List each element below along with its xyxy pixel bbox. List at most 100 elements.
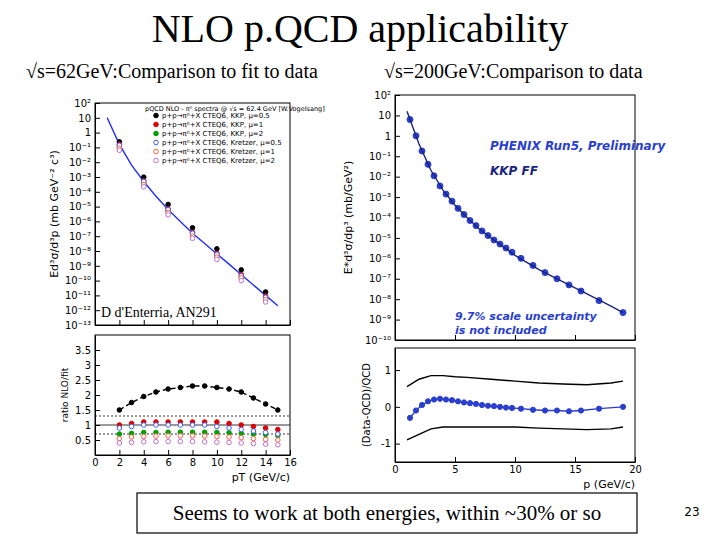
tick-label: 10 [378, 110, 391, 121]
data-point [620, 310, 626, 316]
data-point [141, 434, 146, 439]
tick-mark [119, 320, 120, 325]
tick-label: 10 [211, 457, 224, 468]
tick: 10⁻⁴ [369, 212, 400, 223]
tick-label: 10⁻¹⁰ [65, 275, 91, 286]
data-point [485, 403, 490, 408]
data-point [166, 423, 171, 428]
tick-mark [144, 320, 145, 325]
x-axis-title: pT (GeV/c) [232, 471, 290, 484]
tick: 10⁻¹¹ [65, 290, 100, 301]
tick: 10⁻⁶ [369, 253, 400, 264]
tick: 10 [78, 113, 100, 124]
tick: 15 [569, 457, 582, 475]
tick [635, 335, 636, 340]
tick-mark [395, 320, 400, 321]
tick-mark [95, 207, 100, 208]
tick-mark [95, 395, 100, 396]
tick-label: 10⁻⁵ [69, 201, 91, 212]
data-point [154, 423, 159, 428]
tick: 8 [190, 450, 196, 468]
tick [193, 320, 194, 325]
tick-label: 10⁻¹⁰ [365, 335, 391, 346]
data-point [227, 387, 232, 392]
data-point [141, 184, 146, 189]
axis: 10⁻¹⁰10⁻⁹10⁻⁸10⁻⁷10⁻⁶10⁻⁵10⁻⁴10⁻³10⁻²10⁻… [365, 90, 400, 346]
tick: 3.5 [75, 345, 100, 356]
plot-frame [95, 335, 290, 455]
tick-label: 5 [452, 464, 458, 475]
data-point [566, 409, 571, 414]
data-point [141, 423, 146, 428]
data-point [154, 390, 159, 395]
tick-label: 10⁻⁹ [369, 314, 391, 325]
tick-label: 0 [92, 457, 98, 468]
data-point [239, 427, 244, 432]
slide-title: NLO p.QCD applicability [152, 6, 569, 51]
plot-frame [95, 103, 290, 325]
tick-mark [395, 156, 400, 157]
data-point [166, 439, 171, 444]
tick-label: 10⁻⁷ [69, 231, 91, 242]
tick-mark [95, 266, 100, 267]
y-axis-title: Ed³σ/d³p (mb GeV⁻² c³) [48, 150, 61, 278]
tick-label: 10⁻¹³ [65, 320, 91, 331]
data-point [251, 429, 256, 434]
data-point [227, 435, 232, 440]
tick: 1.5 [75, 405, 100, 416]
data-point [227, 426, 232, 431]
tick-label: 2.5 [75, 375, 91, 386]
tick-mark [266, 450, 267, 455]
data-point [166, 434, 171, 439]
tick-mark [95, 103, 100, 104]
data-point [154, 439, 159, 444]
series-line [407, 427, 623, 440]
plot-frame [395, 348, 635, 462]
data-point [419, 402, 424, 407]
data-point [202, 423, 207, 428]
tick: 10⁻² [369, 171, 400, 182]
tick-mark [290, 450, 291, 455]
data-point [431, 397, 436, 402]
axis-line [396, 462, 636, 463]
data-point [425, 399, 430, 404]
axis: 0246810121416 [92, 450, 297, 468]
tick-label: 10⁻³ [69, 172, 91, 183]
tick: 1 [85, 127, 100, 138]
tick: 10² [374, 90, 400, 101]
axis-line [95, 104, 96, 326]
tick-mark [395, 299, 400, 300]
tick: 3 [85, 360, 100, 371]
legend-marker [154, 149, 159, 154]
tick-mark [395, 115, 400, 116]
data-point [178, 423, 183, 428]
data-point [117, 426, 122, 431]
tick-mark [395, 370, 400, 371]
tick-mark [95, 147, 100, 148]
data-point [263, 426, 268, 431]
tick-mark [95, 365, 100, 366]
tick-mark [395, 95, 400, 96]
data-point [239, 268, 244, 273]
tick: 10⁻¹³ [65, 320, 100, 331]
data-point [263, 430, 268, 435]
tick: 10⁻¹⁰ [365, 335, 400, 346]
tick: 1 [385, 131, 400, 142]
tick: 10⁻⁷ [69, 231, 100, 242]
data-point [276, 427, 281, 432]
data-point [215, 440, 220, 445]
axis-line [96, 455, 291, 456]
data-point [251, 396, 256, 401]
tick-label: 4 [141, 457, 147, 468]
y-axis-title: ratio NLO/fit [60, 367, 70, 422]
data-point [443, 397, 448, 402]
tick-mark [95, 350, 100, 351]
tick-mark [455, 457, 456, 462]
tick [217, 320, 218, 325]
data-point [202, 440, 207, 445]
tick: 1 [85, 420, 100, 431]
axis-line [395, 349, 396, 463]
data-point [215, 434, 220, 439]
data-point [166, 387, 171, 392]
tick: 10⁻³ [69, 172, 100, 183]
